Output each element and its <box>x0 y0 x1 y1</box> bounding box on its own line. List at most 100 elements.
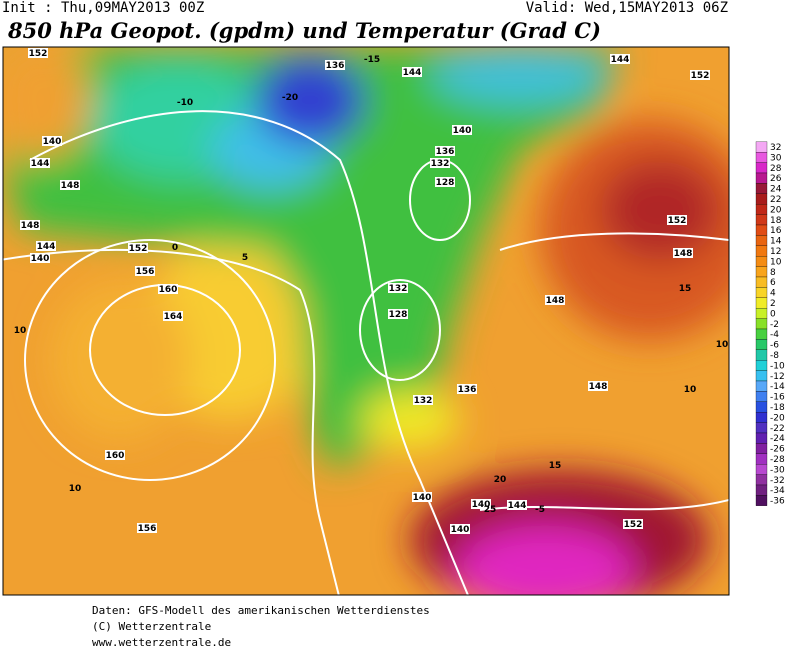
contour-label: 128 <box>436 178 455 188</box>
legend-label: 14 <box>770 237 782 247</box>
legend-label: -28 <box>770 455 785 465</box>
legend-swatch <box>755 308 768 319</box>
legend-swatch <box>755 412 768 423</box>
legend-label: -2 <box>770 320 779 330</box>
contour-label: 152 <box>624 520 643 530</box>
contour-label: 140 <box>453 126 472 136</box>
contour-label: 148 <box>21 221 40 231</box>
legend-label: -24 <box>770 434 785 444</box>
contour-label: 140 <box>43 137 62 147</box>
contour-label: 132 <box>414 396 433 406</box>
contour-label: -20 <box>282 93 298 103</box>
contour-label: 5 <box>242 253 248 263</box>
contour-label-bg <box>60 180 80 190</box>
contour-label: 156 <box>136 267 155 277</box>
legend-label: 20 <box>770 205 782 215</box>
contour-label-bg <box>128 243 148 253</box>
contour-label-bg <box>158 284 178 294</box>
contour-label-bg <box>30 158 50 168</box>
legend-label: -20 <box>770 413 785 423</box>
contour-label-bg <box>388 309 408 319</box>
legend-swatch <box>755 204 768 215</box>
legend-swatch <box>755 328 768 340</box>
contour-label: -10 <box>177 98 193 108</box>
contour-label: 15 <box>679 284 692 294</box>
legend-swatch <box>755 495 768 506</box>
contour-label-bg <box>412 492 432 502</box>
contour-label-bg <box>450 524 470 534</box>
legend-label: -16 <box>770 393 785 403</box>
contour-label-bg <box>28 48 48 58</box>
legend-label: 32 <box>770 143 781 153</box>
legend-swatch <box>755 401 768 413</box>
contour-label: 132 <box>431 159 450 169</box>
footer-source: Daten: GFS-Modell des amerikanischen Wet… <box>92 604 430 617</box>
contour-label: 144 <box>403 68 422 78</box>
footer-copyright: (C) Wetterzentrale <box>92 620 211 633</box>
legend-swatch <box>755 183 768 194</box>
legend-label: -6 <box>770 341 779 351</box>
contour-label: 156 <box>138 524 157 534</box>
contour-label: -5 <box>535 505 545 515</box>
contour-label-bg <box>690 70 710 80</box>
contour-label: 25 <box>484 505 497 515</box>
contour-label-bg <box>667 215 687 225</box>
legend-swatch <box>755 318 768 330</box>
legend-swatch <box>755 162 768 174</box>
contour-label: 136 <box>326 61 345 71</box>
legend-label: 26 <box>770 174 782 184</box>
contour-label-bg <box>457 384 477 394</box>
contour-label: 152 <box>668 216 687 226</box>
legend-swatch <box>755 297 768 309</box>
init-time: Init : Thu,09MAY2013 00Z <box>2 0 204 16</box>
legend-swatch <box>755 380 768 392</box>
legend-label: 18 <box>770 216 782 226</box>
legend-swatch <box>755 193 768 205</box>
legend-swatch <box>755 224 768 236</box>
contour-label: 136 <box>436 147 455 157</box>
legend-swatch <box>755 370 768 382</box>
map-frame <box>2 46 730 596</box>
contour-label-bg <box>413 395 433 405</box>
legend-swatch <box>755 245 768 257</box>
contour-label-bg <box>163 311 183 321</box>
contour-label: 10 <box>684 385 697 395</box>
legend-label: 6 <box>770 278 776 288</box>
contour-label-bg <box>452 125 472 135</box>
contour-label: 15 <box>549 461 562 471</box>
contour-label: 148 <box>589 382 608 392</box>
valid-time: Valid: Wed,15MAY2013 06Z <box>526 0 728 16</box>
legend-label: -22 <box>770 424 785 434</box>
contour-label-bg <box>36 241 56 251</box>
contour-label-bg <box>137 523 157 533</box>
contour-label: 20 <box>494 475 507 485</box>
legend-swatch <box>755 443 768 454</box>
contour-label-bg <box>20 220 40 230</box>
legend-swatch <box>755 391 768 402</box>
contour-label: 128 <box>389 310 408 320</box>
legend-label: -34 <box>770 486 785 496</box>
contour-label: 148 <box>674 249 693 259</box>
contour-label-bg <box>545 295 565 305</box>
legend-swatch <box>755 235 768 246</box>
contour-label: -15 <box>364 55 380 65</box>
legend-swatch <box>755 214 768 226</box>
contour-label: 144 <box>37 242 56 252</box>
legend-label: 30 <box>770 153 782 163</box>
legend-label: 0 <box>770 309 776 319</box>
contour-label: 140 <box>31 254 50 264</box>
contour-label: 10 <box>716 340 729 350</box>
contour-label-bg <box>471 499 491 509</box>
legend-swatch <box>755 266 768 278</box>
contour-label: 144 <box>611 55 630 65</box>
legend-label: -32 <box>770 476 785 486</box>
legend-label: -18 <box>770 403 785 413</box>
contour-label: 144 <box>508 501 527 511</box>
contour-label-bg <box>135 266 155 276</box>
legend-label: -30 <box>770 465 785 475</box>
legend-swatch <box>755 360 768 371</box>
contour-label-bg <box>623 519 643 529</box>
legend-label: -26 <box>770 445 785 455</box>
contour-label: 140 <box>413 493 432 503</box>
